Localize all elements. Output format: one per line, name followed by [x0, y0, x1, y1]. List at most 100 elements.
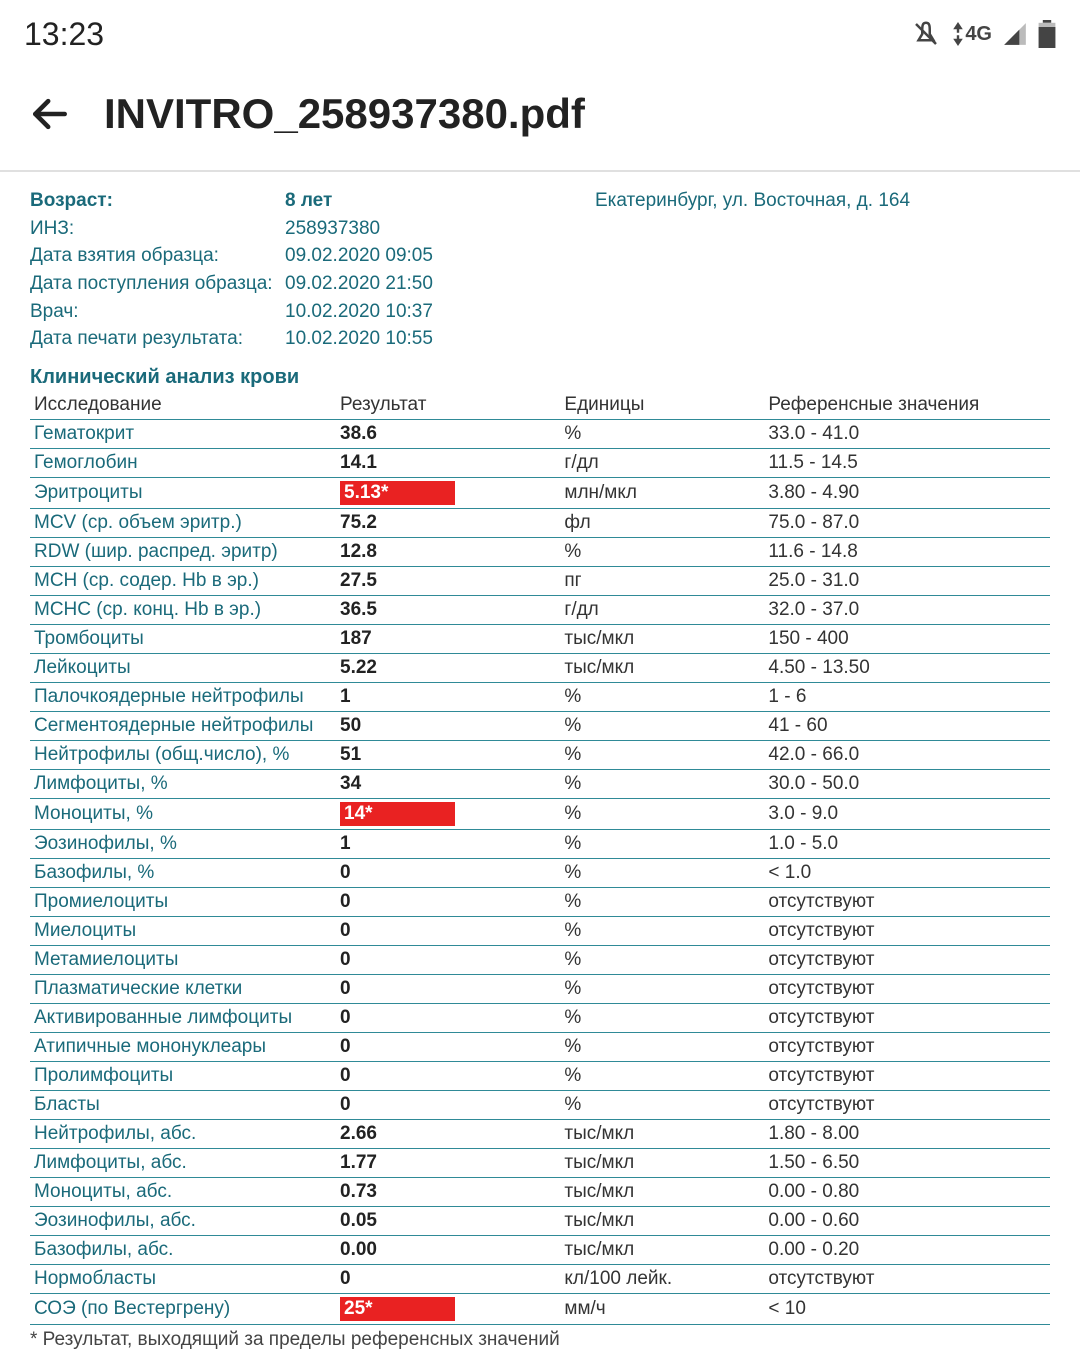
cell-units: % [560, 1003, 764, 1032]
cell-name: Метамиелоциты [30, 945, 336, 974]
cell-reference: 1.0 - 5.0 [764, 829, 1050, 858]
meta-row: Дата поступления образца: 09.02.2020 21:5… [30, 271, 1050, 297]
cell-result: 0 [336, 1003, 560, 1032]
cell-result: 0.73 [336, 1177, 560, 1206]
meta-label: Дата печати результата: [30, 328, 243, 349]
meta-row: Врач:10.02.2020 10:37 [30, 299, 1050, 325]
table-row: Метамиелоциты0%отсутствуют [30, 945, 1050, 974]
cell-reference: 30.0 - 50.0 [764, 769, 1050, 798]
cell-reference: 0.00 - 0.20 [764, 1235, 1050, 1264]
battery-icon [1038, 20, 1056, 48]
table-row: Нейтрофилы, абс.2.66тыс/мкл1.80 - 8.00 [30, 1119, 1050, 1148]
network-indicator: 4G [951, 22, 992, 46]
cell-name: Пролимфоциты [30, 1061, 336, 1090]
table-row: Нормобласты0кл/100 лейк.отсутствуют [30, 1264, 1050, 1293]
cell-name: Моноциты, абс. [30, 1177, 336, 1206]
meta-value: 10.02.2020 10:55 [285, 328, 433, 349]
cell-units: млн/мкл [560, 477, 764, 508]
table-row: Палочкоядерные нейтрофилы1%1 - 6 [30, 682, 1050, 711]
cell-name: Эозинофилы, % [30, 829, 336, 858]
cell-units: пг [560, 566, 764, 595]
cell-reference: < 10 [764, 1293, 1050, 1324]
cell-units: тыс/мкл [560, 1119, 764, 1148]
cell-units: тыс/мкл [560, 653, 764, 682]
table-row: Лимфоциты, %34%30.0 - 50.0 [30, 769, 1050, 798]
cell-reference: 3.80 - 4.90 [764, 477, 1050, 508]
cell-result: 0 [336, 974, 560, 1003]
cell-result: 0 [336, 1061, 560, 1090]
cell-result: 1 [336, 829, 560, 858]
cell-units: % [560, 916, 764, 945]
cell-units: тыс/мкл [560, 1177, 764, 1206]
cell-result: 1 [336, 682, 560, 711]
cell-result: 0 [336, 916, 560, 945]
cell-name: Нейтрофилы, абс. [30, 1119, 336, 1148]
cell-units: % [560, 537, 764, 566]
status-icons-group: 4G [911, 19, 1056, 49]
cell-reference: отсутствуют [764, 1003, 1050, 1032]
app-bar: INVITRO_258937380.pdf [0, 60, 1080, 170]
cell-reference: 33.0 - 41.0 [764, 419, 1050, 448]
cell-name: Миелоциты [30, 916, 336, 945]
meta-value: 09.02.2020 09:05 [285, 245, 433, 266]
meta-value: 258937380 [285, 218, 380, 239]
cell-reference: отсутствуют [764, 945, 1050, 974]
cell-result: 2.66 [336, 1119, 560, 1148]
cell-reference: отсутствуют [764, 1264, 1050, 1293]
cell-units: % [560, 740, 764, 769]
table-row: Лимфоциты, абс.1.77тыс/мкл1.50 - 6.50 [30, 1148, 1050, 1177]
table-row: Моноциты, абс.0.73тыс/мкл0.00 - 0.80 [30, 1177, 1050, 1206]
cell-reference: 75.0 - 87.0 [764, 508, 1050, 537]
meta-label: Возраст: [30, 190, 113, 211]
cell-result: 50 [336, 711, 560, 740]
cell-reference: 3.0 - 9.0 [764, 798, 1050, 829]
back-button[interactable] [20, 84, 80, 144]
table-row: MCH (ср. содер. Hb в эр.)27.5пг25.0 - 31… [30, 566, 1050, 595]
cell-reference: 42.0 - 66.0 [764, 740, 1050, 769]
arrow-left-icon [28, 92, 72, 136]
cell-units: % [560, 1090, 764, 1119]
cell-reference: < 1.0 [764, 858, 1050, 887]
cell-result: 34 [336, 769, 560, 798]
arrows-icon [951, 22, 965, 46]
alert-value: 5.13* [340, 481, 455, 505]
table-row: Эритроциты5.13*млн/мкл3.80 - 4.90 [30, 477, 1050, 508]
cell-name: Лимфоциты, абс. [30, 1148, 336, 1177]
cell-result: 14* [336, 798, 560, 829]
cell-reference: 4.50 - 13.50 [764, 653, 1050, 682]
cell-result: 187 [336, 624, 560, 653]
document-title: INVITRO_258937380.pdf [104, 90, 1060, 138]
cell-units: % [560, 711, 764, 740]
cell-name: Моноциты, % [30, 798, 336, 829]
cell-reference: 1 - 6 [764, 682, 1050, 711]
cell-name: Палочкоядерные нейтрофилы [30, 682, 336, 711]
cell-units: % [560, 682, 764, 711]
cell-reference: 0.00 - 0.80 [764, 1177, 1050, 1206]
meta-label: ИНЗ: [30, 218, 74, 239]
cell-units: г/дл [560, 595, 764, 624]
cell-result: 12.8 [336, 537, 560, 566]
cell-result: 0 [336, 1090, 560, 1119]
table-row: MCHC (ср. конц. Hb в эр.)36.5г/дл32.0 - … [30, 595, 1050, 624]
table-row: Гемоглобин14.1г/дл11.5 - 14.5 [30, 448, 1050, 477]
cell-reference: 1.80 - 8.00 [764, 1119, 1050, 1148]
meta-label: Дата поступления образца: [30, 273, 273, 294]
table-row: MCV (ср. объем эритр.)75.2фл75.0 - 87.0 [30, 508, 1050, 537]
table-row: Базофилы, абс.0.00тыс/мкл0.00 - 0.20 [30, 1235, 1050, 1264]
cell-result: 75.2 [336, 508, 560, 537]
cell-units: г/дл [560, 448, 764, 477]
meta-value: 09.02.2020 21:50 [285, 273, 433, 294]
cell-units: тыс/мкл [560, 1148, 764, 1177]
cell-result: 14.1 [336, 448, 560, 477]
meta-row: Дата взятия образца:09.02.2020 09:05 [30, 243, 1050, 269]
cell-units: фл [560, 508, 764, 537]
signal-icon [1002, 21, 1028, 47]
cell-name: Бласты [30, 1090, 336, 1119]
cell-result: 0 [336, 945, 560, 974]
cell-reference: 1.50 - 6.50 [764, 1148, 1050, 1177]
cell-reference: 41 - 60 [764, 711, 1050, 740]
cell-name: MCHC (ср. конц. Hb в эр.) [30, 595, 336, 624]
table-row: RDW (шир. распред. эритр)12.8%11.6 - 14.… [30, 537, 1050, 566]
table-row: Нейтрофилы (общ.число), %51%42.0 - 66.0 [30, 740, 1050, 769]
table-row: Плазматические клетки0%отсутствуют [30, 974, 1050, 1003]
